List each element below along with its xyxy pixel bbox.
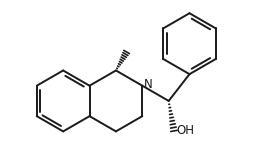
Text: OH: OH: [176, 124, 194, 137]
Text: N: N: [144, 78, 152, 92]
